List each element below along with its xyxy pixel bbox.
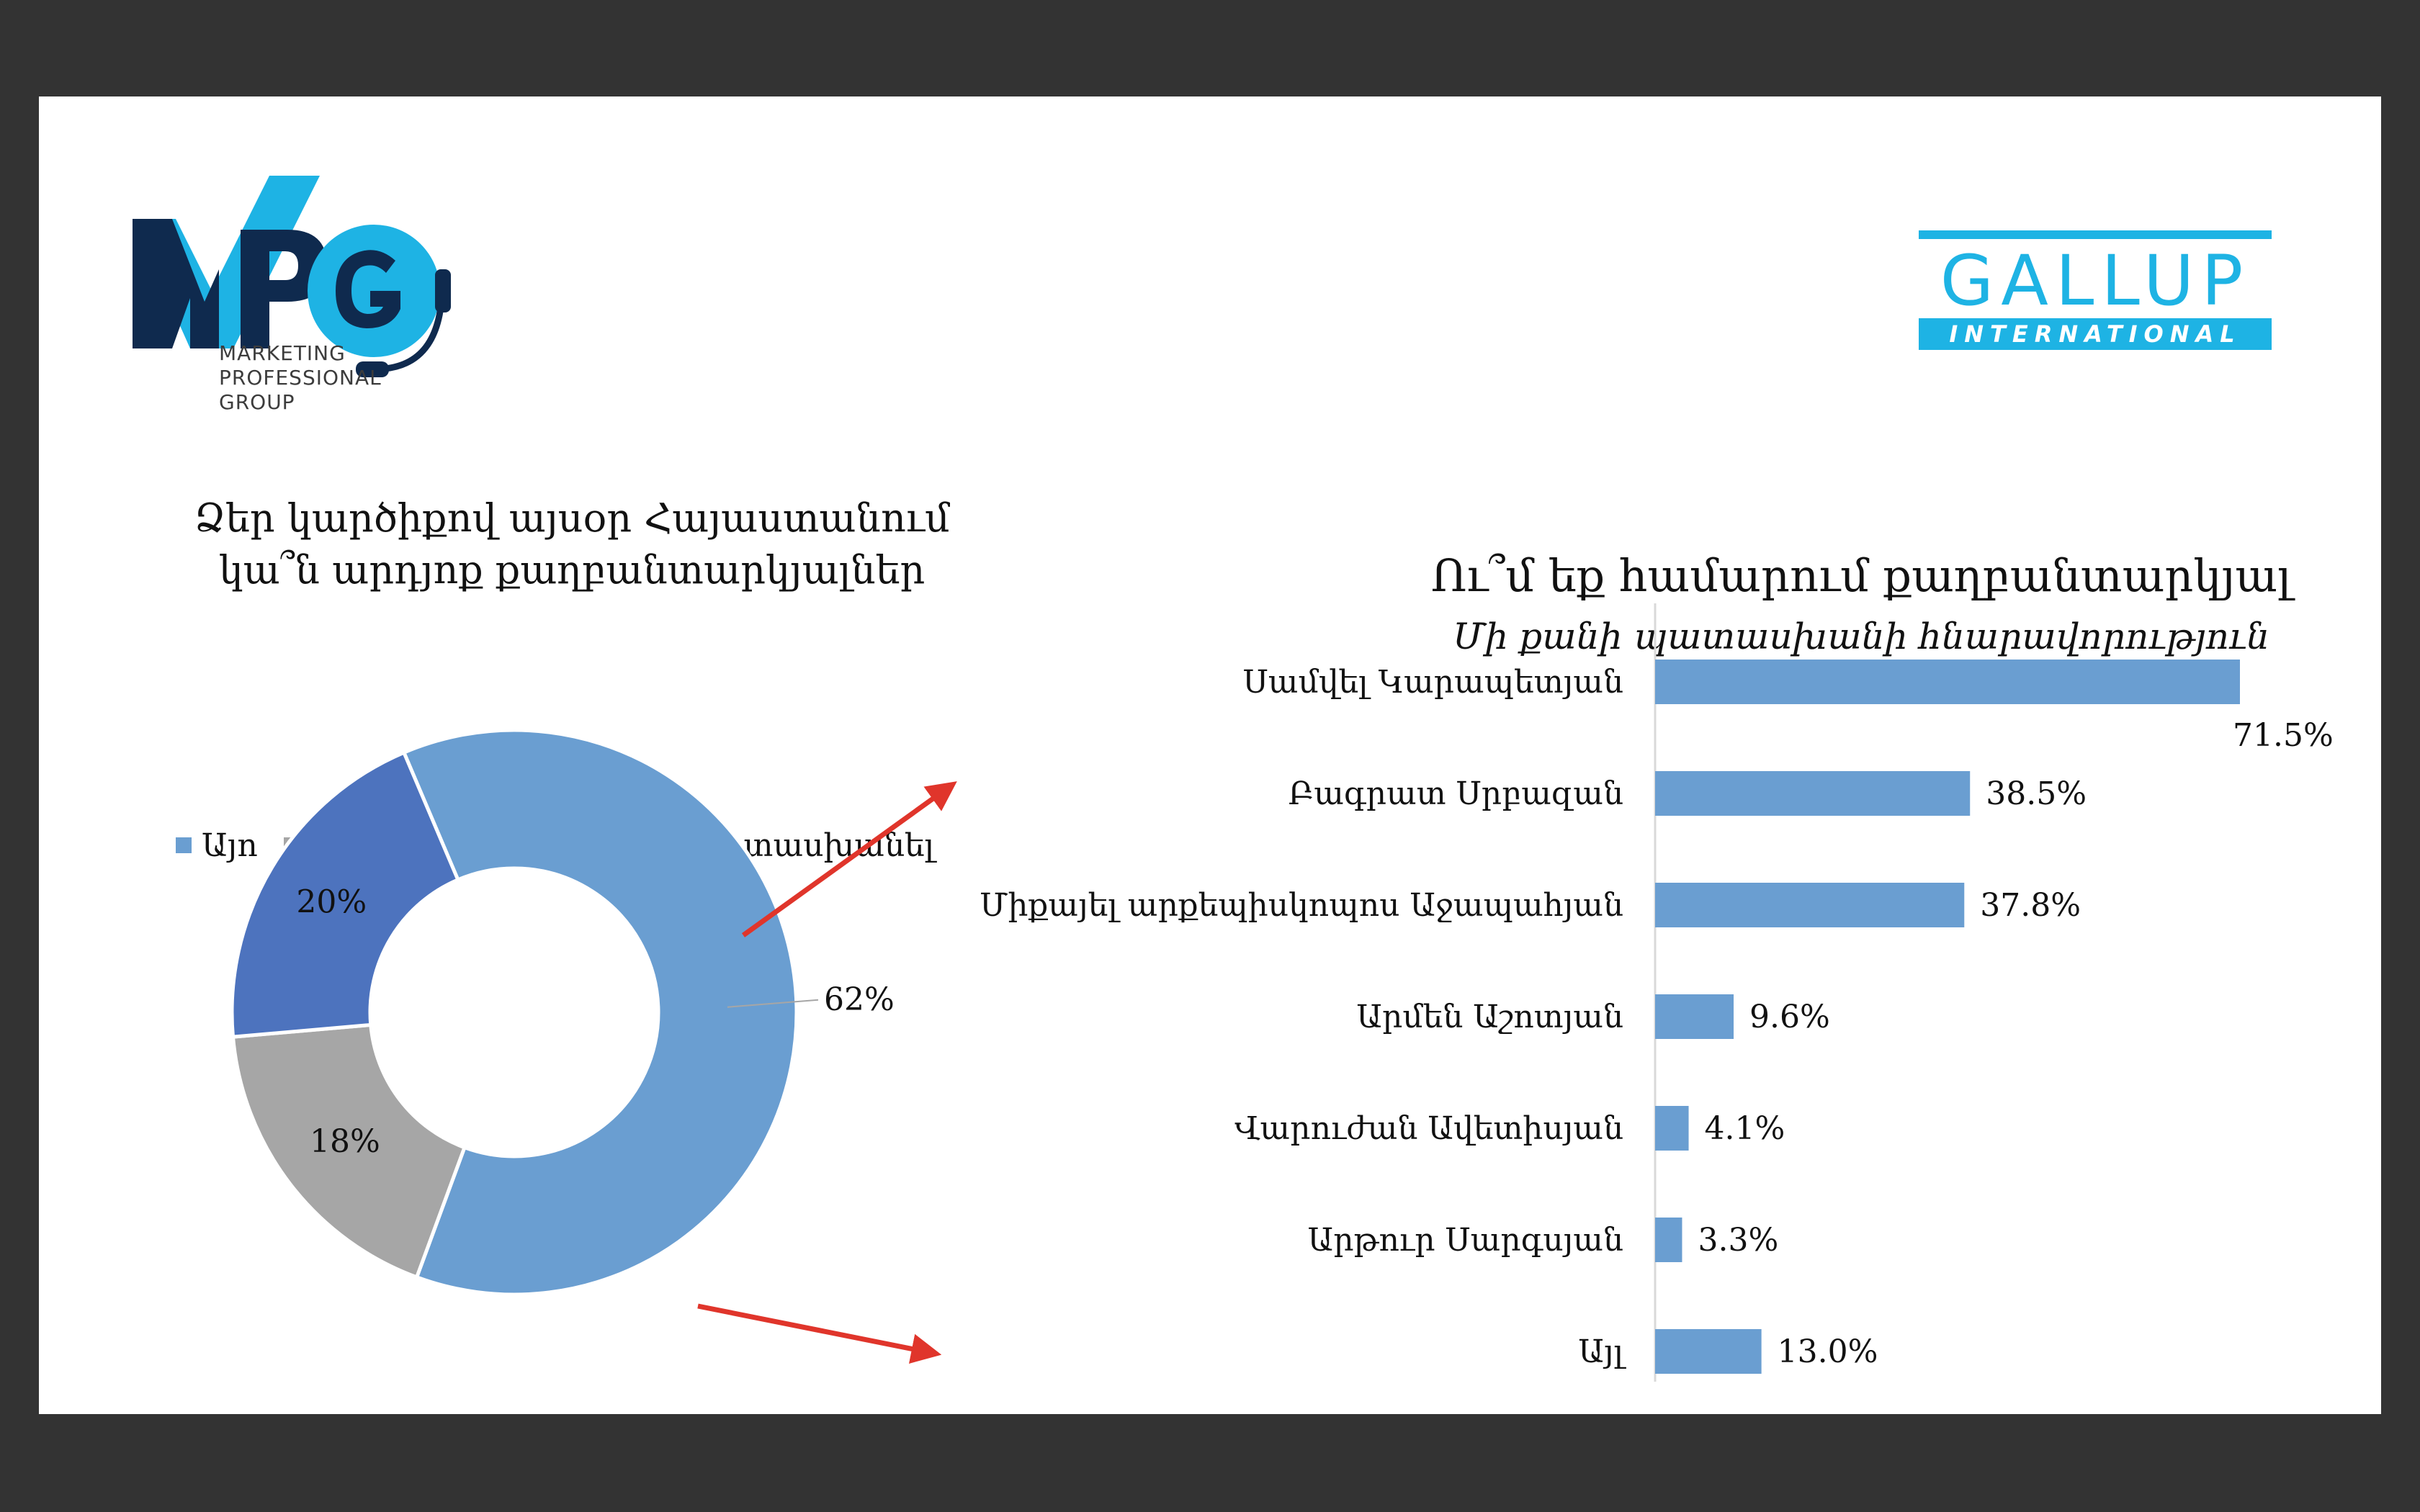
pie-slice-0 [401, 728, 799, 1297]
bar-value-label-0: 71.5% [2233, 717, 2334, 754]
bar-value-label-1: 38.5% [1986, 775, 2087, 812]
legend-swatch-yes [176, 837, 192, 853]
mpg-g-letter [336, 250, 400, 328]
pie-label-1: 18% [310, 1123, 380, 1160]
gallup-top-rule [1919, 230, 2272, 239]
arrow-up [741, 781, 957, 937]
bar-category-2: Միքայել արքեպիսկոպոս Աջապահյան [980, 887, 1623, 924]
bar-value-label-6: 13.0% [1778, 1333, 1878, 1370]
charts-canvas: 62% 18% 20% Սամվել Կարապետյան 71.5% Բագրատ Սր… [230, 603, 2334, 1382]
pie-label-0: 62% [824, 981, 895, 1018]
gallup-logo: GALLUP INTERNATIONAL [1919, 230, 2272, 350]
pie-label-2: 20% [296, 884, 367, 921]
gallup-wordmark: GALLUP [1940, 240, 2251, 321]
bar-value-label-4: 4.1% [1705, 1110, 1785, 1147]
arrow-down [697, 1303, 942, 1364]
bar-5 [1655, 1218, 1682, 1262]
bar-category-5: Արթուր Սարգսյան [1308, 1222, 1623, 1259]
legend-item-yes: Այո [176, 827, 258, 864]
bar-4 [1655, 1106, 1689, 1151]
bar-3 [1655, 994, 1734, 1039]
pie-slice-1 [230, 1022, 467, 1280]
bar-value-label-3: 9.6% [1749, 999, 1830, 1035]
pie-leader-line-0 [727, 999, 819, 1008]
legend-label-yes: Այո [202, 827, 258, 864]
mpg-p-shape [241, 230, 327, 348]
pie-chart-title: Ձեր կարծիքով այսօր Հայաստանում կա՞ն արդյ… [194, 495, 950, 593]
mpg-logo [133, 176, 550, 413]
pie-slice-2 [230, 750, 461, 1039]
mpg-headset-ear [435, 269, 451, 312]
mpg-logo-mark [133, 176, 451, 377]
slide: MARKETING PROFESSIONAL GROUP GALLUP INTE… [39, 96, 2381, 1414]
bar-chart-title: Ու՞մ եք համարում քաղբանտարկյալ [1430, 549, 2292, 602]
bar-value-label-5: 3.3% [1698, 1222, 1778, 1259]
bar-category-1: Բագրատ Սրբազան [1289, 775, 1623, 812]
bar-2 [1655, 883, 1965, 927]
bar-category-4: Վարուժան Ավետիսյան [1234, 1110, 1623, 1147]
bar-category-0: Սամվել Կարապետյան [1243, 664, 1623, 701]
mpg-tagline: MARKETING PROFESSIONAL GROUP [219, 341, 382, 414]
bar-category-6: Այլ [1578, 1333, 1626, 1370]
gallup-international-band: INTERNATIONAL [1919, 318, 2272, 350]
bar-value-label-2: 37.8% [1980, 887, 2081, 924]
bar-6 [1655, 1329, 1762, 1374]
bar-category-3: Արմեն Աշոտյան [1356, 999, 1623, 1035]
bar-0 [1655, 660, 2240, 704]
mpg-headset-mic [356, 361, 389, 377]
mpg-m-shape [133, 219, 219, 348]
bar-chart-subtitle: Մի քանի պատասխանի հնարավորություն [1452, 616, 2269, 657]
bar-1 [1655, 771, 1971, 816]
